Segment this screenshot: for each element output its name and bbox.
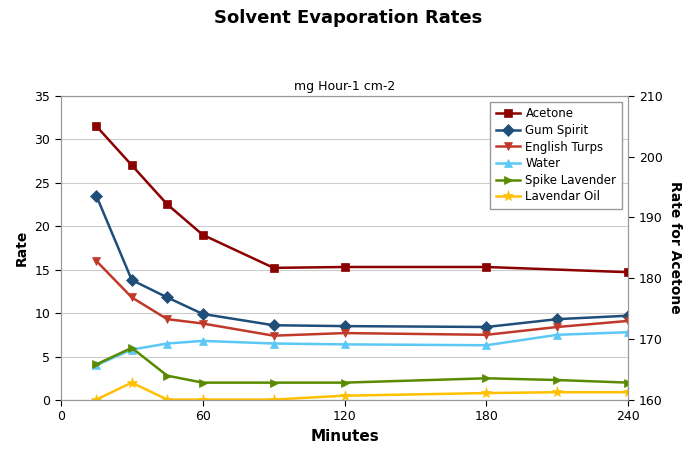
Text: Solvent Evaporation Rates: Solvent Evaporation Rates <box>215 9 482 27</box>
Y-axis label: Rate: Rate <box>15 230 29 266</box>
Y-axis label: Rate for Acetone: Rate for Acetone <box>668 181 682 314</box>
X-axis label: Minutes: Minutes <box>310 429 379 444</box>
Legend: Acetone, Gum Spirit, English Turps, Water, Spike Lavender, Lavendar Oil: Acetone, Gum Spirit, English Turps, Wate… <box>490 101 622 209</box>
Title: mg Hour-1 cm-2: mg Hour-1 cm-2 <box>294 80 395 93</box>
